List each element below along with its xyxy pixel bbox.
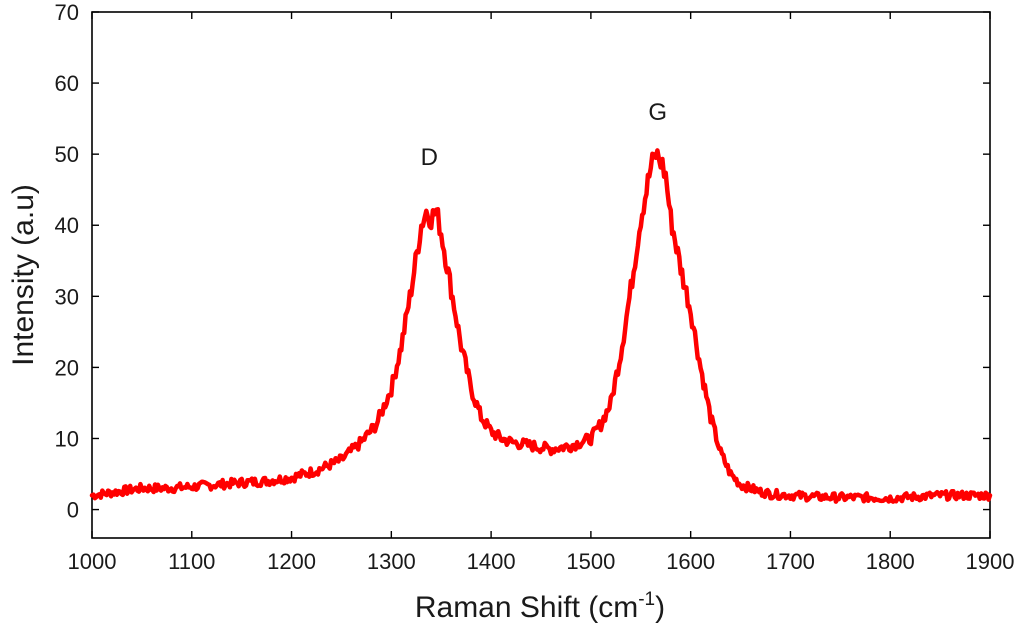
- x-tick-label: 1200: [267, 549, 316, 574]
- x-axis-title: Raman Shift (cm-1): [415, 589, 665, 624]
- x-tick-label: 1000: [68, 549, 117, 574]
- x-tick-label: 1500: [566, 549, 615, 574]
- y-tick-label: 20: [55, 355, 79, 380]
- peak-label-g: G: [648, 99, 667, 126]
- x-tick-label: 1600: [666, 549, 715, 574]
- y-tick-label: 30: [55, 284, 79, 309]
- y-tick-label: 60: [55, 71, 79, 96]
- x-tick-label: 1700: [766, 549, 815, 574]
- x-axis-title-suffix: ): [655, 591, 665, 624]
- x-tick-label: 1800: [866, 549, 915, 574]
- x-tick-label: 1900: [966, 549, 1015, 574]
- x-tick-label: 1400: [467, 549, 516, 574]
- series-layer: [89, 148, 993, 504]
- x-axis-title-main: Raman Shift (cm: [415, 591, 638, 624]
- y-tick-label: 0: [67, 498, 79, 523]
- x-axis-title-superscript: -1: [638, 589, 655, 610]
- x-tick-label: 1300: [367, 549, 416, 574]
- peak-annotations: DG: [421, 99, 667, 171]
- x-tick-label: 1100: [168, 549, 215, 574]
- y-tick-label: 70: [55, 0, 79, 25]
- peak-label-d: D: [421, 144, 438, 171]
- plot-area: [91, 11, 991, 539]
- axis-ticks: [91, 11, 991, 538]
- y-tick-label: 10: [55, 426, 79, 451]
- y-tick-label: 50: [55, 142, 79, 167]
- spectrum-line: [89, 148, 993, 504]
- axis-tick-labels: 1000 1100 1200 1300 1400 1500 1600 1700 1800 1900…: [55, 0, 1015, 574]
- y-axis-title: Intensity (a.u): [7, 184, 40, 366]
- y-tick-label: 40: [55, 213, 79, 238]
